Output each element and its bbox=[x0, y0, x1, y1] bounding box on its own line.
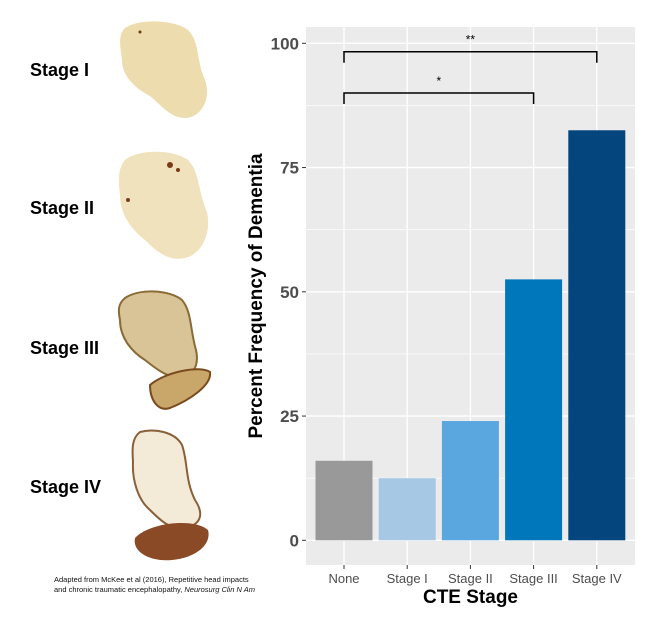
y-tick-label: 25 bbox=[280, 407, 299, 426]
y-tick-label: 75 bbox=[280, 159, 299, 178]
x-tick-label: Stage II bbox=[448, 571, 493, 586]
bar-stage-ii bbox=[441, 421, 499, 541]
caption-journal: Neurosurg Clin N Am bbox=[184, 585, 255, 594]
x-tick-label: Stage III bbox=[509, 571, 557, 586]
significance-bracket bbox=[343, 92, 535, 104]
stage-label-1: Stage I bbox=[30, 60, 90, 80]
bar-stage-i bbox=[378, 478, 436, 541]
significance-label: * bbox=[436, 74, 441, 88]
stage-label-3: Stage III bbox=[30, 338, 100, 358]
bar-stage-iii bbox=[505, 279, 563, 541]
significance-label: ** bbox=[466, 33, 476, 47]
stage-label-4: Stage IV bbox=[30, 477, 102, 497]
stage-label-2: Stage II bbox=[30, 198, 95, 218]
x-axis-title: CTE Stage bbox=[423, 587, 518, 608]
y-tick-label: 50 bbox=[280, 283, 299, 302]
x-tick-label: None bbox=[328, 571, 359, 586]
significance-bracket bbox=[343, 50, 598, 63]
x-tick-label: Stage IV bbox=[572, 571, 622, 586]
y-tick-label: 0 bbox=[290, 531, 299, 550]
bar-stage-iv bbox=[568, 130, 626, 541]
bar-none bbox=[315, 460, 373, 541]
caption-line-1: Adapted from McKee et al (2016), Repetit… bbox=[54, 575, 249, 584]
brain-image-stage-4 bbox=[131, 429, 209, 561]
caption-line-2: and chronic traumatic encephalopathy, bbox=[54, 585, 183, 594]
brain-image-stage-1 bbox=[120, 21, 208, 119]
brain-image-stage-2 bbox=[118, 151, 209, 259]
caption: Adapted from McKee et al (2016), Repetit… bbox=[54, 575, 255, 595]
y-tick-label: 100 bbox=[271, 34, 299, 53]
y-axis-title: Percent Frequency of Dementia bbox=[246, 153, 267, 439]
x-tick-label: Stage I bbox=[387, 571, 428, 586]
brain-image-stage-3 bbox=[117, 290, 212, 410]
